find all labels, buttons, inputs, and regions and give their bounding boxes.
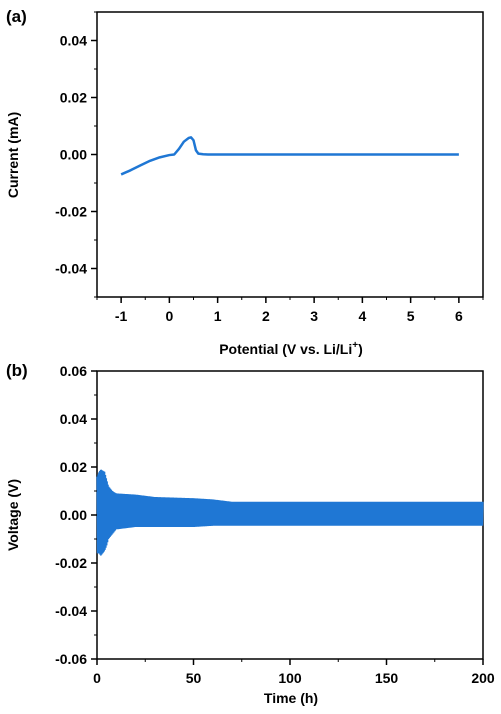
x-tick-label-b: 100 (278, 670, 302, 686)
series-line-a (120, 136, 459, 176)
x-tick-label-a: -1 (115, 308, 128, 324)
y-tick-label-b: -0.04 (55, 603, 87, 619)
x-tick-label-a: 2 (262, 308, 270, 324)
x-axis-label-a-end: ) (358, 341, 363, 357)
y-tick-label-a: -0.04 (55, 261, 87, 277)
x-tick-label-b: 50 (186, 670, 202, 686)
x-tick-label-a: 0 (165, 308, 173, 324)
y-tick-label-b: -0.06 (55, 651, 87, 667)
y-tick-label-a: -0.02 (55, 204, 87, 220)
x-axis-label-a: Potential (V vs. Li/Li+) (219, 340, 363, 357)
y-tick-label-b: -0.02 (55, 555, 87, 571)
y-tick-label-a: 0.02 (60, 90, 87, 106)
y-tick-label-a: 0.00 (60, 147, 87, 163)
x-axis-ticks-a: -1 0 1 2 3 4 5 6 (96, 297, 484, 324)
y-tick-label-b: 0.06 (60, 363, 87, 379)
x-tick-label-b: 0 (93, 670, 101, 686)
series-group-a (120, 136, 459, 176)
x-tick-label-b: 150 (375, 670, 399, 686)
panel-label-a: (a) (6, 7, 27, 26)
y-axis-label-b: Voltage (V) (5, 479, 21, 551)
x-tick-label-a: 1 (214, 308, 222, 324)
panel-label-b: (b) (6, 361, 28, 380)
x-tick-label-a: 3 (310, 308, 318, 324)
x-axis-label-a-main: Potential (V vs. Li/Li (219, 341, 352, 357)
y-tick-label-a: 0.04 (60, 33, 87, 49)
chart-panel-b: (b) 0.06 0.04 0.02 0.00 -0.02 -0.04 -0.06 0 50 1… (5, 361, 495, 706)
x-axis-label-a-sup: + (352, 340, 358, 351)
y-axis-ticks-a: 0.04 0.02 0.00 -0.02 -0.04 (55, 11, 97, 298)
y-tick-label-b: 0.04 (60, 411, 87, 427)
series-group-b (96, 469, 484, 556)
chart-panel-a: (a) 0.04 0.02 0.00 -0.02 -0.04 -1 0 1 2 3 4 5 6 Cur… (5, 7, 484, 357)
x-tick-label-a: 4 (358, 308, 366, 324)
x-axis-label-b: Time (h) (264, 690, 318, 706)
x-tick-label-a: 5 (407, 308, 415, 324)
x-tick-label-b: 200 (471, 670, 495, 686)
series-line-b (96, 469, 484, 556)
y-axis-ticks-b: 0.06 0.04 0.02 0.00 -0.02 -0.04 -0.06 (55, 363, 97, 667)
x-axis-ticks-b: 0 50 100 150 200 (93, 659, 495, 686)
y-axis-label-a: Current (mA) (5, 112, 21, 198)
y-tick-label-b: 0.00 (60, 507, 87, 523)
y-tick-label-b: 0.02 (60, 459, 87, 475)
x-tick-label-a: 6 (455, 308, 463, 324)
